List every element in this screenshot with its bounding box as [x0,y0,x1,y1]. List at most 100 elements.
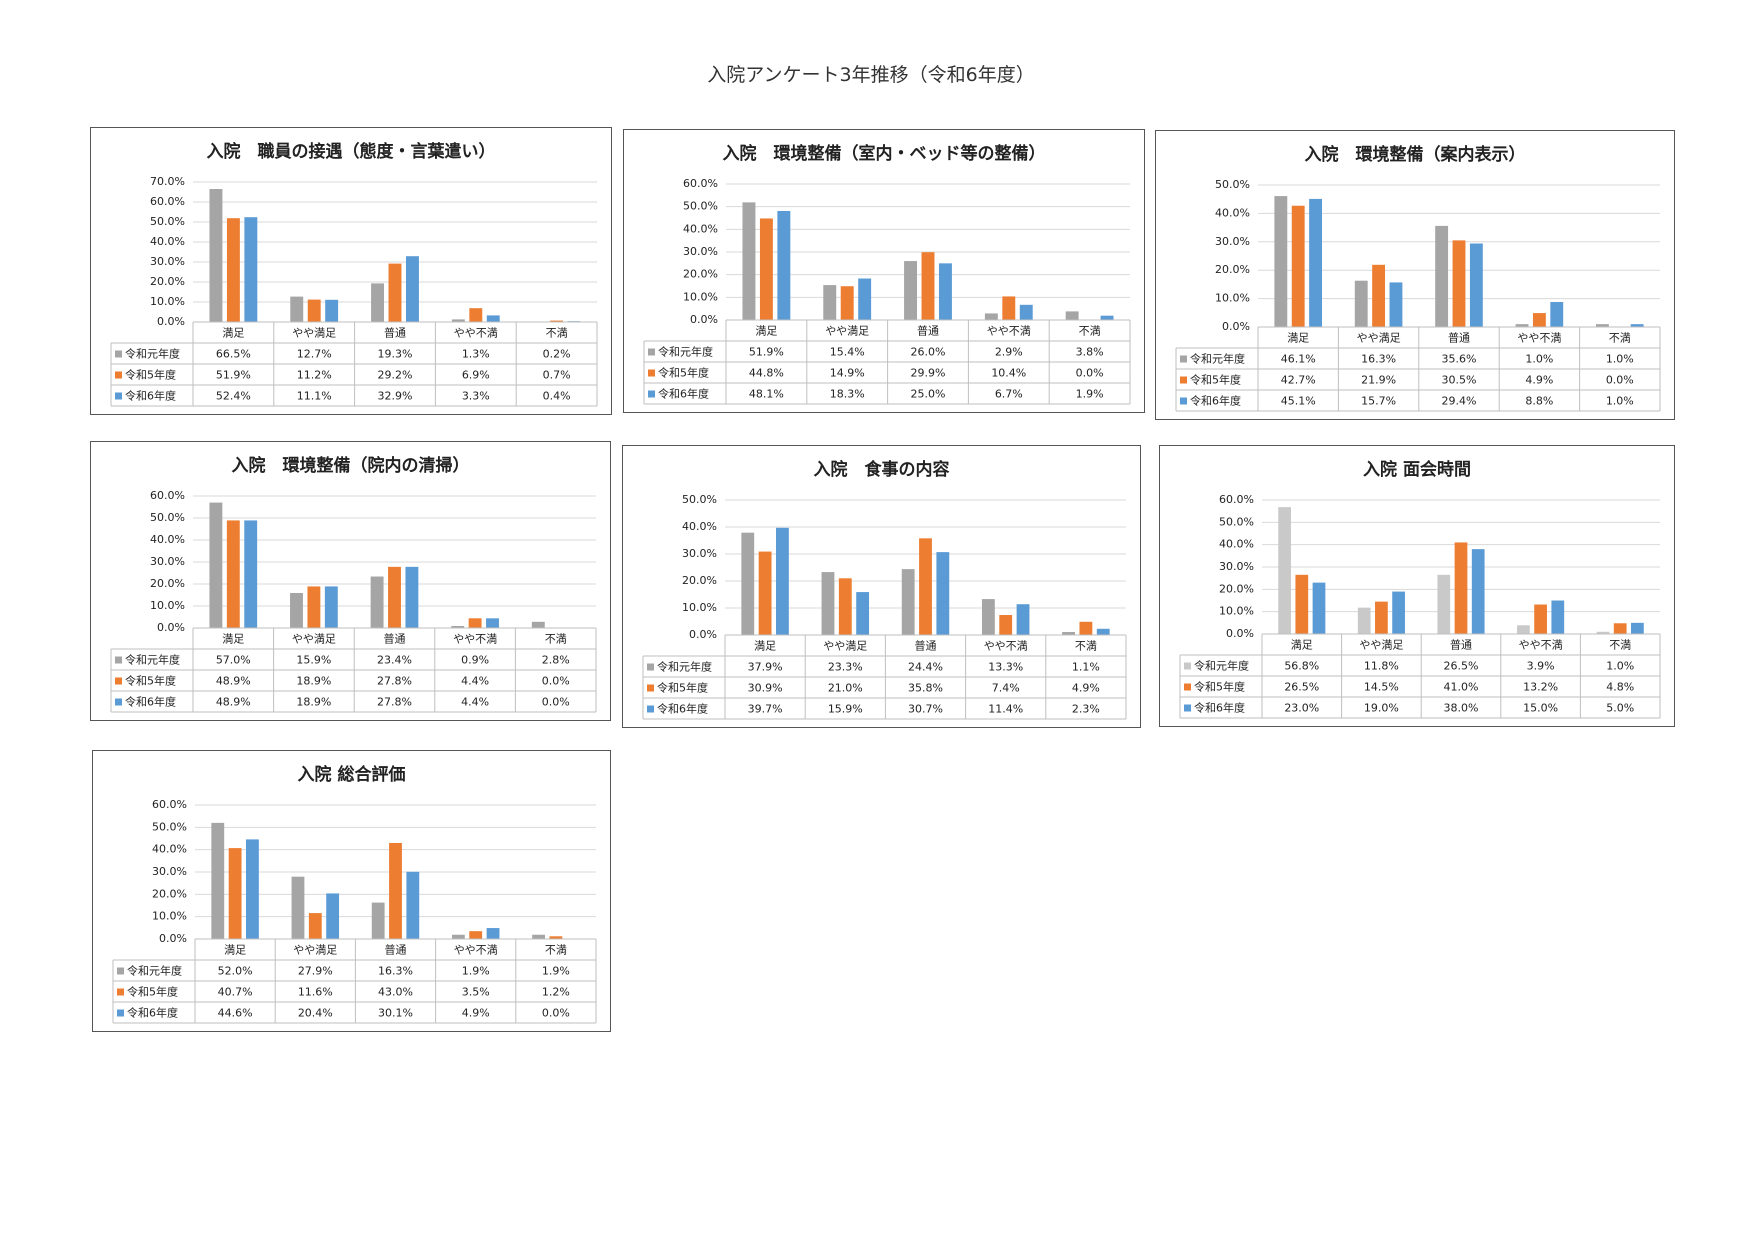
bar [244,217,258,322]
bar [1435,225,1449,327]
bar [1631,622,1644,634]
bar [405,566,419,628]
y-tick-label: 30.0% [150,555,185,568]
y-tick-label: 40.0% [683,222,718,235]
bar [1079,621,1093,635]
category-label: やや不満 [987,325,1031,338]
data-label: 3.9% [1527,660,1555,673]
bar [226,218,240,322]
data-label: 4.9% [462,1007,490,1020]
bar [904,261,918,320]
data-label: 16.3% [378,965,413,978]
data-label: 29.2% [378,369,413,382]
legend-label: 令和5年度 [1190,373,1241,387]
data-label: 21.0% [828,682,863,695]
bar [759,218,773,320]
y-tick-label: 20.0% [682,574,717,587]
legend-swatch [647,705,654,713]
category-label: 不満 [1609,639,1631,652]
bar [1534,604,1547,634]
bar [1291,205,1305,327]
category-label: 不満 [545,944,567,957]
data-label: 10.4% [991,367,1026,380]
data-label: 37.9% [748,661,783,674]
data-label: 12.7% [297,348,332,361]
y-tick-label: 50.0% [682,493,717,506]
data-label: 26.0% [911,346,946,359]
data-label: 0.2% [543,348,571,361]
bar [1515,324,1529,327]
data-label: 7.4% [992,682,1020,695]
data-label: 6.7% [995,388,1023,401]
bar [1551,600,1565,634]
y-tick-label: 60.0% [150,489,185,502]
y-tick-label: 10.0% [150,599,185,612]
bar [1532,313,1546,327]
bar [308,913,322,939]
category-label: やや満足 [823,640,867,653]
y-tick-label: 50.0% [150,215,185,228]
bar [388,566,401,628]
data-label: 3.3% [462,390,490,403]
data-label: 57.0% [216,654,251,667]
category-label: やや満足 [1359,639,1403,652]
legend-label: 令和6年度 [127,1006,178,1020]
data-label: 4.4% [461,675,489,688]
chart-panel-overall: 入院 総合評価 60.0% 50.0% 40.0% 30.0% 20.0% 10.0% 0.0… [92,750,611,1032]
data-label: 0.0% [542,1007,570,1020]
chart-svg: 入院 総合評価 60.0% 50.0% 40.0% 30.0% 20.0% 10.0% 0.0… [112,764,597,1024]
data-label: 43.0% [378,986,413,999]
legend-label: 令和5年度 [1194,680,1245,694]
legend-label: 令和元年度 [125,653,180,667]
chart-svg: 入院 環境整備（院内の清掃） 60.0% 50.0% 40.0% 30.0% 20.0% 1… [110,455,597,713]
bar [984,313,998,320]
legend-label: 令和6年度 [125,695,176,709]
data-label: 1.2% [542,986,570,999]
category-label: 普通 [1448,331,1470,345]
bar [1471,549,1485,634]
chart-svg: 入院 環境整備（室内・ベッド等の整備） 60.0% 50.0% 40.0% 30.0% 2… [643,143,1131,405]
data-label: 1.0% [1606,395,1634,408]
data-label: 18.9% [296,675,331,688]
category-label: やや満足 [293,944,337,957]
data-label: 14.9% [830,367,865,380]
chart-title: 入院 環境整備（院内の清掃） [232,455,470,476]
legend-label: 令和6年度 [657,702,708,716]
y-tick-label: 50.0% [150,511,185,524]
category-label: 普通 [384,326,406,340]
chart-panel-staff-attitude: 入院 職員の接遇（態度・言葉遣い） 70.0% 60.0% 50.0% 40.0% 30.… [90,127,612,415]
category-label: やや不満 [1517,332,1561,345]
bar [290,593,303,628]
legend-label: 令和元年度 [127,964,182,978]
chart-title: 入院 環境整備（案内表示） [1305,144,1526,165]
bar [821,572,835,635]
data-label: 42.7% [1281,374,1316,387]
bar [406,871,420,939]
legend-swatch [648,348,655,356]
data-label: 11.1% [297,390,332,403]
bar [550,320,564,322]
data-label: 16.3% [1361,353,1396,366]
data-label: 3.8% [1076,346,1104,359]
bar [1596,324,1609,327]
data-label: 41.0% [1444,681,1479,694]
legend-swatch [115,698,122,706]
y-tick-label: 40.0% [150,533,185,546]
bar [307,586,321,628]
bar [209,189,223,322]
category-label: 満足 [1291,639,1313,652]
legend-label: 令和6年度 [125,389,176,403]
category-label: 満足 [1287,332,1309,345]
bar [244,520,258,628]
category-label: 普通 [915,639,937,653]
legend-swatch [647,663,654,671]
bar [307,299,321,322]
data-label: 45.1% [1281,395,1316,408]
bar [1002,296,1016,320]
page-title: 入院アンケート3年推移（令和6年度） [707,64,1035,86]
category-label: 満足 [755,325,777,338]
bar [1389,282,1403,327]
data-label: 19.0% [1364,702,1399,715]
